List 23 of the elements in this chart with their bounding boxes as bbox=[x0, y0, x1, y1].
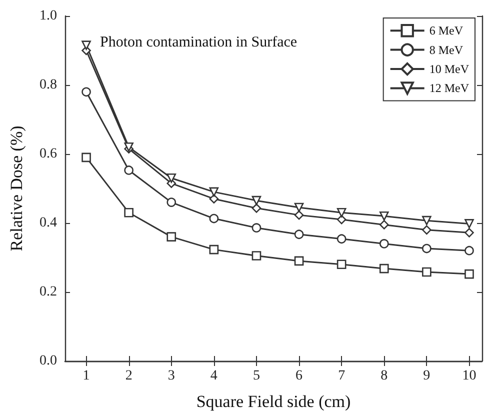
y-tick-label: 0.0 bbox=[40, 354, 57, 368]
x-tick-label: 4 bbox=[210, 368, 218, 384]
text: Photon contamination in Surface bbox=[100, 34, 298, 50]
x-tick-label: 10 bbox=[462, 368, 476, 384]
y-tick-label: 0.2 bbox=[40, 284, 57, 300]
x-tick-label: 9 bbox=[423, 368, 430, 384]
x-tick-label: 1 bbox=[82, 368, 90, 384]
x-tick-label: 6 bbox=[296, 368, 303, 384]
x-tick-label: 7 bbox=[338, 368, 346, 384]
y-axis-title: Relative Dose (%) bbox=[7, 126, 26, 252]
x-tick-label: 8 bbox=[380, 368, 388, 384]
y-tick-label: 1.0 bbox=[40, 8, 57, 24]
x-axis-title: Square Field side (cm) bbox=[196, 392, 351, 411]
legend-label: 8 MeV bbox=[429, 42, 464, 57]
y-tick-label: 0.6 bbox=[40, 146, 57, 162]
x-tick-label: 3 bbox=[168, 368, 175, 384]
x-tick-label: 2 bbox=[125, 368, 132, 384]
legend-label: 6 MeV bbox=[429, 24, 464, 38]
x-tick-label: 5 bbox=[252, 368, 260, 384]
y-tick-label: 0.8 bbox=[40, 78, 57, 92]
legend-label: 10 MeV bbox=[429, 62, 470, 76]
y-tick-label: 0.4 bbox=[40, 216, 57, 230]
legend-label: 12 MeV bbox=[429, 81, 470, 96]
